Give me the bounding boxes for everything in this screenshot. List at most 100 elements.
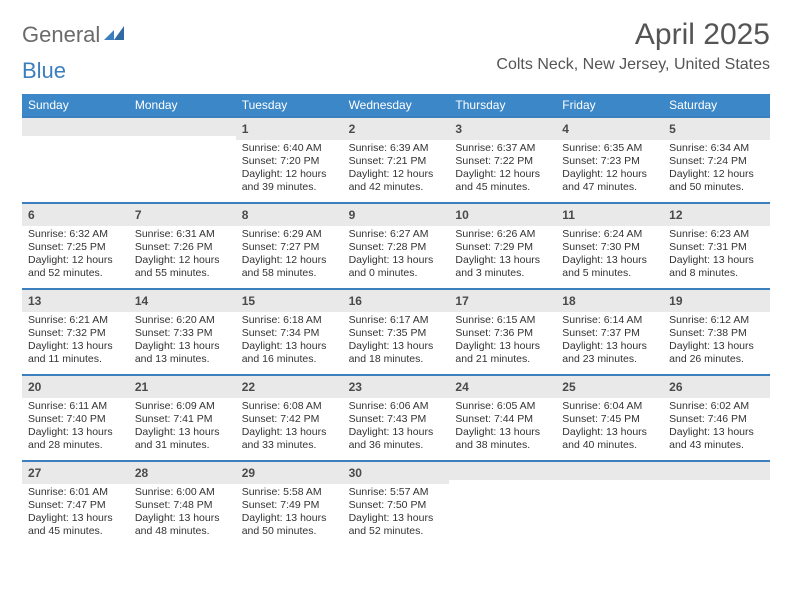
day-body: Sunrise: 6:11 AMSunset: 7:40 PMDaylight:… bbox=[22, 398, 129, 457]
month-title: April 2025 bbox=[496, 18, 770, 52]
day-cell: 11Sunrise: 6:24 AMSunset: 7:30 PMDayligh… bbox=[556, 204, 663, 288]
weekday-header: Wednesday bbox=[343, 94, 450, 116]
daylight-line: Daylight: 13 hours and 52 minutes. bbox=[349, 512, 444, 538]
sunset-line: Sunset: 7:37 PM bbox=[562, 327, 657, 340]
day-cell: 30Sunrise: 5:57 AMSunset: 7:50 PMDayligh… bbox=[343, 462, 450, 546]
daylight-line: Daylight: 13 hours and 13 minutes. bbox=[135, 340, 230, 366]
sunrise-line: Sunrise: 6:23 AM bbox=[669, 228, 764, 241]
week-row: 6Sunrise: 6:32 AMSunset: 7:25 PMDaylight… bbox=[22, 202, 770, 288]
day-number: 2 bbox=[349, 122, 356, 136]
day-number: 3 bbox=[455, 122, 462, 136]
daylight-line: Daylight: 13 hours and 11 minutes. bbox=[28, 340, 123, 366]
day-cell: 5Sunrise: 6:34 AMSunset: 7:24 PMDaylight… bbox=[663, 118, 770, 202]
daylight-line: Daylight: 13 hours and 33 minutes. bbox=[242, 426, 337, 452]
day-number: 29 bbox=[242, 466, 255, 480]
day-number: 7 bbox=[135, 208, 142, 222]
day-number: 24 bbox=[455, 380, 468, 394]
daynum-bar: 24 bbox=[449, 376, 556, 398]
day-cell: 19Sunrise: 6:12 AMSunset: 7:38 PMDayligh… bbox=[663, 290, 770, 374]
sunset-line: Sunset: 7:27 PM bbox=[242, 241, 337, 254]
daylight-line: Daylight: 12 hours and 42 minutes. bbox=[349, 168, 444, 194]
sunset-line: Sunset: 7:21 PM bbox=[349, 155, 444, 168]
daylight-line: Daylight: 13 hours and 40 minutes. bbox=[562, 426, 657, 452]
daynum-bar: 27 bbox=[22, 462, 129, 484]
day-cell: 21Sunrise: 6:09 AMSunset: 7:41 PMDayligh… bbox=[129, 376, 236, 460]
day-number: 28 bbox=[135, 466, 148, 480]
sunset-line: Sunset: 7:25 PM bbox=[28, 241, 123, 254]
day-body: Sunrise: 6:05 AMSunset: 7:44 PMDaylight:… bbox=[449, 398, 556, 457]
week-row: 20Sunrise: 6:11 AMSunset: 7:40 PMDayligh… bbox=[22, 374, 770, 460]
daynum-bar-empty bbox=[663, 462, 770, 480]
day-cell bbox=[556, 462, 663, 546]
sunset-line: Sunset: 7:28 PM bbox=[349, 241, 444, 254]
day-number: 30 bbox=[349, 466, 362, 480]
day-body: Sunrise: 6:04 AMSunset: 7:45 PMDaylight:… bbox=[556, 398, 663, 457]
sunset-line: Sunset: 7:31 PM bbox=[669, 241, 764, 254]
daynum-bar: 20 bbox=[22, 376, 129, 398]
daynum-bar: 15 bbox=[236, 290, 343, 312]
daylight-line: Daylight: 13 hours and 48 minutes. bbox=[135, 512, 230, 538]
day-cell: 13Sunrise: 6:21 AMSunset: 7:32 PMDayligh… bbox=[22, 290, 129, 374]
sunset-line: Sunset: 7:47 PM bbox=[28, 499, 123, 512]
daylight-line: Daylight: 13 hours and 3 minutes. bbox=[455, 254, 550, 280]
sunrise-line: Sunrise: 6:11 AM bbox=[28, 400, 123, 413]
location: Colts Neck, New Jersey, United States bbox=[496, 56, 770, 74]
day-cell: 14Sunrise: 6:20 AMSunset: 7:33 PMDayligh… bbox=[129, 290, 236, 374]
daynum-bar: 16 bbox=[343, 290, 450, 312]
day-body: Sunrise: 6:14 AMSunset: 7:37 PMDaylight:… bbox=[556, 312, 663, 371]
sunset-line: Sunset: 7:40 PM bbox=[28, 413, 123, 426]
day-number: 25 bbox=[562, 380, 575, 394]
weekday-header: Tuesday bbox=[236, 94, 343, 116]
daylight-line: Daylight: 12 hours and 47 minutes. bbox=[562, 168, 657, 194]
daynum-bar: 25 bbox=[556, 376, 663, 398]
day-body: Sunrise: 6:27 AMSunset: 7:28 PMDaylight:… bbox=[343, 226, 450, 285]
sunrise-line: Sunrise: 5:57 AM bbox=[349, 486, 444, 499]
sunset-line: Sunset: 7:45 PM bbox=[562, 413, 657, 426]
daynum-bar-empty bbox=[22, 118, 129, 136]
day-body: Sunrise: 6:18 AMSunset: 7:34 PMDaylight:… bbox=[236, 312, 343, 371]
sunset-line: Sunset: 7:44 PM bbox=[455, 413, 550, 426]
day-cell: 10Sunrise: 6:26 AMSunset: 7:29 PMDayligh… bbox=[449, 204, 556, 288]
daynum-bar: 29 bbox=[236, 462, 343, 484]
sunrise-line: Sunrise: 6:09 AM bbox=[135, 400, 230, 413]
sunrise-line: Sunrise: 6:27 AM bbox=[349, 228, 444, 241]
daynum-bar: 19 bbox=[663, 290, 770, 312]
daylight-line: Daylight: 13 hours and 31 minutes. bbox=[135, 426, 230, 452]
day-number: 18 bbox=[562, 294, 575, 308]
daylight-line: Daylight: 13 hours and 0 minutes. bbox=[349, 254, 444, 280]
day-number: 8 bbox=[242, 208, 249, 222]
day-cell: 18 Sunrise: 6:14 AMSunset: 7:37 PMDayligh… bbox=[556, 290, 663, 374]
day-cell: 12Sunrise: 6:23 AMSunset: 7:31 PMDayligh… bbox=[663, 204, 770, 288]
day-body: Sunrise: 6:34 AMSunset: 7:24 PMDaylight:… bbox=[663, 140, 770, 199]
day-cell bbox=[22, 118, 129, 202]
daylight-line: Daylight: 12 hours and 39 minutes. bbox=[242, 168, 337, 194]
sunset-line: Sunset: 7:36 PM bbox=[455, 327, 550, 340]
sunrise-line: Sunrise: 6:14 AM bbox=[562, 314, 657, 327]
day-cell: 2 Sunrise: 6:39 AMSunset: 7:21 PMDaylight… bbox=[343, 118, 450, 202]
day-cell: 1Sunrise: 6:40 AMSunset: 7:20 PMDaylight… bbox=[236, 118, 343, 202]
sunset-line: Sunset: 7:32 PM bbox=[28, 327, 123, 340]
daylight-line: Daylight: 13 hours and 43 minutes. bbox=[669, 426, 764, 452]
daynum-bar-empty bbox=[129, 118, 236, 136]
daynum-bar: 6 bbox=[22, 204, 129, 226]
day-body: Sunrise: 6:39 AMSunset: 7:21 PMDaylight:… bbox=[343, 140, 450, 199]
week-row: 27Sunrise: 6:01 AMSunset: 7:47 PMDayligh… bbox=[22, 460, 770, 546]
weekday-row: SundayMondayTuesdayWednesdayThursdayFrid… bbox=[22, 94, 770, 116]
daylight-line: Daylight: 12 hours and 45 minutes. bbox=[455, 168, 550, 194]
day-cell: 22Sunrise: 6:08 AMSunset: 7:42 PMDayligh… bbox=[236, 376, 343, 460]
day-number: 14 bbox=[135, 294, 148, 308]
daynum-bar: 8 bbox=[236, 204, 343, 226]
sunrise-line: Sunrise: 6:37 AM bbox=[455, 142, 550, 155]
sunrise-line: Sunrise: 6:04 AM bbox=[562, 400, 657, 413]
sunrise-line: Sunrise: 6:08 AM bbox=[242, 400, 337, 413]
sunrise-line: Sunrise: 6:05 AM bbox=[455, 400, 550, 413]
day-number: 11 bbox=[562, 208, 575, 222]
sunset-line: Sunset: 7:22 PM bbox=[455, 155, 550, 168]
sunset-line: Sunset: 7:30 PM bbox=[562, 241, 657, 254]
day-cell bbox=[129, 118, 236, 202]
day-cell: 20Sunrise: 6:11 AMSunset: 7:40 PMDayligh… bbox=[22, 376, 129, 460]
day-body: Sunrise: 6:32 AMSunset: 7:25 PMDaylight:… bbox=[22, 226, 129, 285]
sunrise-line: Sunrise: 6:20 AM bbox=[135, 314, 230, 327]
daylight-line: Daylight: 13 hours and 16 minutes. bbox=[242, 340, 337, 366]
daynum-bar: 7 bbox=[129, 204, 236, 226]
